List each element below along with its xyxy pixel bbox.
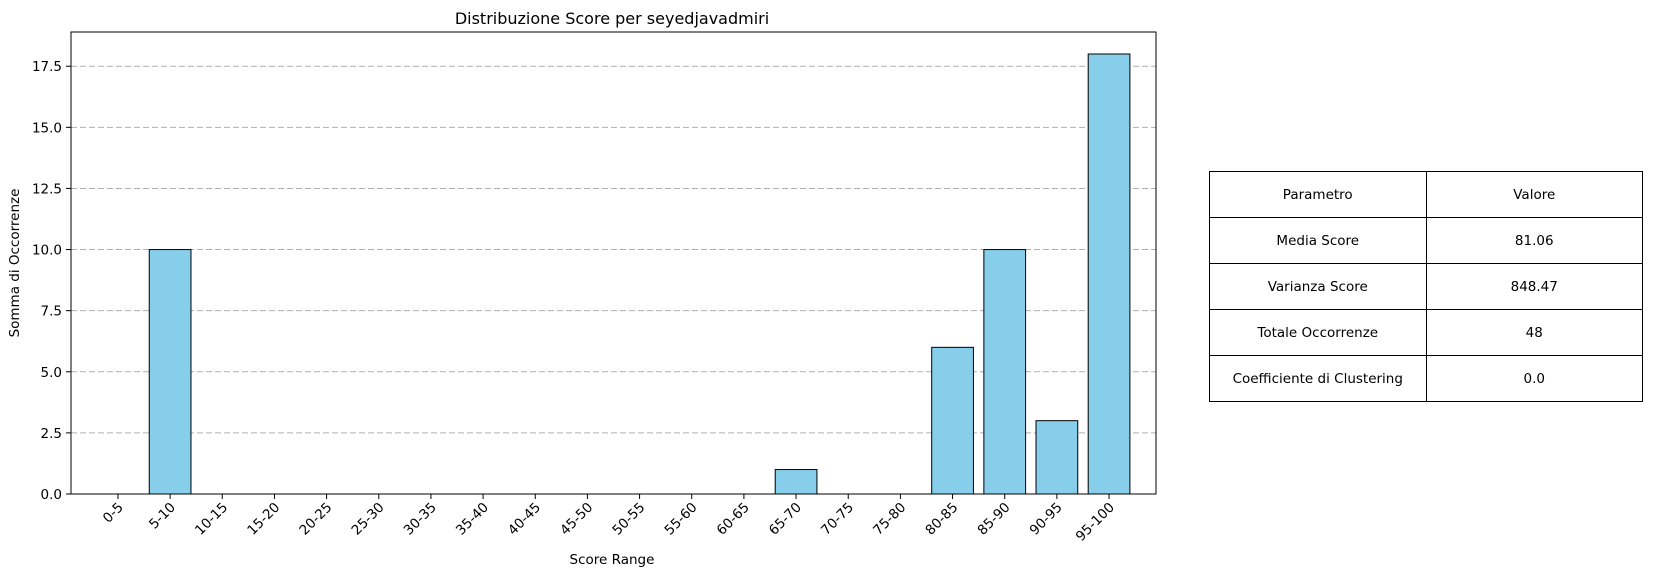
table-cell-parameter: Varianza Score (1209, 263, 1427, 310)
y-tick-label: 2.5 (41, 426, 62, 442)
x-tick-label: 65-70 (766, 500, 805, 539)
table-cell-parameter: Totale Occorrenze (1209, 309, 1427, 356)
bar (931, 346, 974, 495)
bar (1035, 420, 1079, 495)
y-axis: 0.0 2.5 5.0 7.5 10.0 12.5 15.0 17.5 (32, 59, 71, 503)
x-tick-label: 45-50 (557, 500, 596, 539)
x-tick-label: 10-15 (192, 500, 231, 539)
x-tick-label: 60-65 (714, 500, 753, 539)
grid-lines (71, 65, 1156, 495)
y-tick-label: 15.0 (32, 120, 62, 136)
x-tick-label: 75-80 (870, 500, 909, 539)
table-row: Varianza Score 848.47 (1209, 263, 1643, 310)
table-cell-value: 0.0 (1425, 355, 1643, 402)
x-tick-label: 55-60 (662, 500, 701, 539)
x-tick-label: 90-95 (1027, 500, 1066, 539)
bar (774, 469, 818, 495)
chart-title: Distribuzione Score per seyedjavadmiri (455, 9, 769, 28)
y-tick-label: 10.0 (32, 243, 62, 259)
x-tick-label: 30-35 (401, 500, 440, 539)
table-header-cell: Parametro (1209, 171, 1427, 218)
table-cell-parameter: Media Score (1209, 217, 1427, 264)
bar (983, 249, 1027, 495)
x-tick-label: 0-5 (100, 500, 127, 527)
table-cell-value: 848.47 (1425, 263, 1643, 310)
table-header-row: Parametro Valore (1209, 171, 1643, 218)
x-tick-label: 85-90 (974, 500, 1013, 539)
y-tick-label: 17.5 (32, 59, 62, 75)
table-row: Coefficiente di Clustering 0.0 (1209, 355, 1643, 402)
x-tick-label: 95-100 (1073, 500, 1118, 545)
table-header-cell: Valore (1425, 171, 1643, 218)
stats-table: Parametro Valore Media Score 81.06 Varia… (1209, 171, 1643, 402)
y-axis-label: Somma di Occorrenze (7, 189, 23, 338)
x-tick-label: 25-30 (349, 500, 388, 539)
plot-frame (70, 31, 1157, 495)
x-tick-label: 35-40 (453, 500, 492, 539)
bar (148, 249, 192, 495)
table-cell-value: 48 (1425, 309, 1643, 356)
y-tick-label: 12.5 (32, 181, 62, 197)
y-tick-label: 0.0 (41, 487, 62, 503)
bar (1087, 53, 1131, 495)
x-axis-label: Score Range (570, 552, 655, 568)
table-row: Media Score 81.06 (1209, 217, 1643, 264)
x-axis: 0-5 5-10 10-15 15-20 20-25 25-30 30-35 35-40 40-… (100, 494, 1118, 545)
x-tick-label: 20-25 (296, 500, 335, 539)
table-cell-parameter: Coefficiente di Clustering (1209, 355, 1427, 402)
x-tick-label: 70-75 (818, 500, 857, 539)
bars (148, 53, 1131, 495)
table-cell-value: 81.06 (1425, 217, 1643, 264)
x-tick-label: 5-10 (146, 500, 179, 533)
x-tick-label: 40-45 (505, 500, 544, 539)
table-row: Totale Occorrenze 48 (1209, 309, 1643, 356)
x-tick-label: 50-55 (609, 500, 648, 539)
x-tick-label: 15-20 (244, 500, 283, 539)
x-tick-label: 80-85 (922, 500, 961, 539)
y-tick-label: 7.5 (41, 304, 62, 320)
y-tick-label: 5.0 (41, 365, 62, 381)
